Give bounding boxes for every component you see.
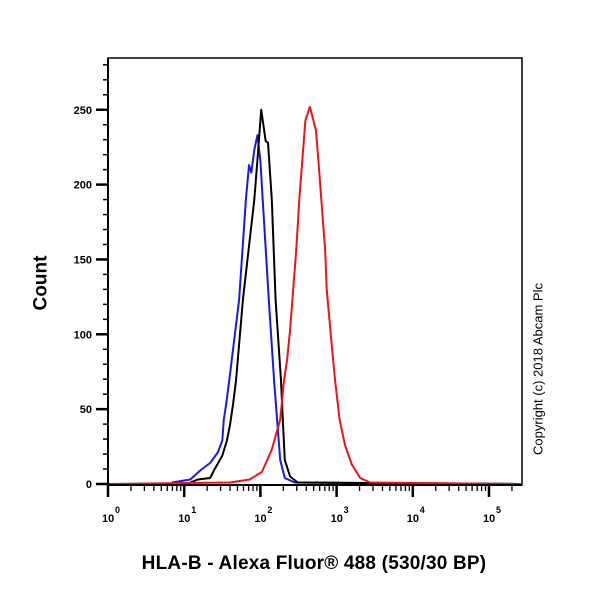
y-axis: 0 50 100 150 200 250 <box>74 58 109 492</box>
x-tick-exponent: 4 <box>420 505 425 515</box>
x-axis-label: HLA-B - Alexa Fluor® 488 (530/30 BP) <box>141 553 487 574</box>
y-axis-label: Count <box>22 256 62 311</box>
x-tick-label: 10 <box>178 513 190 525</box>
series-layer <box>107 105 522 485</box>
y-tick-label: 50 <box>80 404 92 416</box>
x-tick-exponent: 5 <box>496 505 501 515</box>
series-hla-b-antibody <box>107 105 522 485</box>
y-tick-label: 200 <box>74 180 92 192</box>
x-tick-label: 10 <box>102 513 114 525</box>
x-tick-label: 10 <box>331 513 343 525</box>
y-axis-label-text: Count <box>30 255 52 311</box>
x-tick-exponent: 0 <box>115 505 120 515</box>
copyright-annotation: Copyright (c) 2018 Abcam Plc <box>530 283 546 455</box>
y-tick-label: 0 <box>86 479 92 491</box>
x-tick-exponent: 1 <box>191 505 196 515</box>
x-tick-exponent: 2 <box>267 505 272 515</box>
y-tick-label: 100 <box>74 329 92 341</box>
x-tick-label: 10 <box>254 513 266 525</box>
y-tick-label: 250 <box>74 105 92 117</box>
y-tick-label: 150 <box>74 254 92 266</box>
series-unlabelled-control <box>171 134 520 485</box>
series-isotype-control <box>189 108 520 485</box>
x-tick-label: 10 <box>483 513 495 525</box>
x-tick-exponent: 3 <box>344 505 349 515</box>
plot-frame <box>107 57 523 486</box>
x-tick-label: 10 <box>407 513 419 525</box>
